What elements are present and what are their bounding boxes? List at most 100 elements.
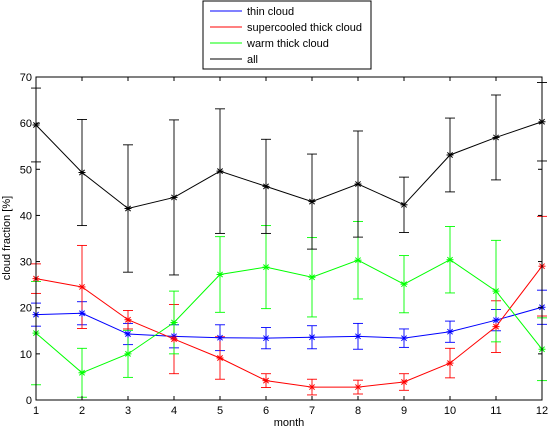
marker-stroke [217,355,223,361]
marker-stroke [171,336,177,343]
series-line-all [35,121,543,210]
x-tick-label: 3 [125,405,131,417]
y-tick-label: 10 [20,349,32,361]
data-point-all [400,201,408,209]
data-point-supercooled-thick-cloud [170,335,178,343]
marker-stroke [79,310,85,317]
x-tick-label: 9 [401,405,407,417]
x-tick-label: 10 [444,405,456,417]
data-point-warm-thick-cloud [308,273,316,281]
data-point-warm-thick-cloud [170,318,178,326]
data-point-thin-cloud [262,334,270,342]
data-point-thin-cloud [446,328,454,336]
marker-stroke [447,360,453,367]
series-line-supercooled-thick-cloud [35,265,543,388]
x-axis-ticks: 1 2 3 4 5 6 7 8 9 10 11 12 [33,77,548,417]
y-tick-label: 40 [20,210,32,222]
legend-entry-all: all [210,54,258,66]
marker-stroke [401,201,407,208]
data-point-warm-thick-cloud [262,263,270,271]
data-point-thin-cloud [354,332,362,340]
legend-label-supercooled-thick-cloud: supercooled thick cloud [247,22,362,34]
x-tick-label: 5 [217,405,223,417]
marker-stroke [171,319,177,326]
data-point-supercooled-thick-cloud [262,377,270,385]
data-point-supercooled-thick-cloud [216,354,224,362]
axes-frame [35,76,543,401]
legend-entry-supercooled-thick-cloud: supercooled thick cloud [210,22,362,34]
data-point-supercooled-thick-cloud [308,383,316,391]
data-point-thin-cloud [216,334,224,342]
x-tick-label: 1 [33,405,39,417]
series-lines [35,121,543,388]
y-tick-label: 20 [20,303,32,315]
series-markers [32,118,546,391]
marker-stroke [401,379,407,385]
marker-stroke [309,384,315,391]
data-point-supercooled-thick-cloud [354,383,362,391]
legend-label-thin-cloud: thin cloud [247,6,294,18]
marker-stroke [447,328,453,335]
y-tick-label: 0 [26,395,32,407]
marker-stroke [125,331,131,337]
x-tick-label: 8 [355,405,361,417]
data-point-all [262,182,270,190]
series-line-warm-thick-cloud [35,259,543,374]
marker-stroke [355,181,361,188]
data-point-thin-cloud [308,333,316,341]
x-tick-label: 11 [490,405,501,417]
data-point-warm-thick-cloud [124,350,132,358]
marker-stroke [309,198,315,205]
x-tick-label: 2 [79,405,85,417]
x-axis-label: month [274,417,305,429]
data-point-all [216,167,224,175]
marker-stroke [493,134,499,141]
y-tick-label: 30 [20,257,32,269]
marker-stroke [171,194,177,201]
legend-entry-thin-cloud: thin cloud [210,6,294,18]
data-point-thin-cloud [124,330,132,338]
data-point-all [492,133,500,141]
marker-stroke [355,384,361,391]
data-point-thin-cloud [400,334,408,342]
legend-label-all: all [247,54,258,66]
marker-stroke [493,323,499,330]
series-line-thin-cloud [35,306,543,339]
data-point-all [354,180,362,188]
data-point-supercooled-thick-cloud [78,283,86,291]
data-point-all [78,169,86,177]
legend-entry-warm-thick-cloud: warm thick cloud [210,38,329,50]
data-point-warm-thick-cloud [354,256,362,264]
marker-stroke [79,283,85,290]
marker-stroke [79,369,85,376]
data-point-warm-thick-cloud [492,287,500,295]
data-point-thin-cloud [78,309,86,317]
x-tick-label: 6 [263,405,269,417]
marker-stroke [263,264,269,271]
marker-stroke [217,334,223,341]
data-point-supercooled-thick-cloud [446,359,454,367]
marker-stroke [493,288,499,295]
y-axis-ticks: 0 10 20 30 40 50 60 70 [20,72,542,407]
marker-stroke [263,183,269,190]
marker-stroke [401,335,407,342]
marker-stroke [79,169,85,176]
data-point-supercooled-thick-cloud [124,316,132,324]
marker-stroke [447,256,453,263]
x-tick-label: 12 [536,405,548,417]
marker-stroke [309,334,315,341]
data-point-all [446,151,454,159]
marker-stroke [447,152,453,158]
y-axis-label: cloud fraction [%] [1,196,13,280]
data-point-all [170,193,178,201]
marker-stroke [493,317,499,324]
marker-stroke [125,205,131,212]
legend-label-warm-thick-cloud: warm thick cloud [246,38,329,50]
legend: thin cloud supercooled thick cloud warm … [202,0,372,70]
marker-stroke [355,333,361,340]
error-bars [31,82,547,398]
marker-stroke [263,335,269,342]
data-point-supercooled-thick-cloud [492,323,500,331]
marker-stroke [125,316,131,323]
data-point-all [308,198,316,206]
